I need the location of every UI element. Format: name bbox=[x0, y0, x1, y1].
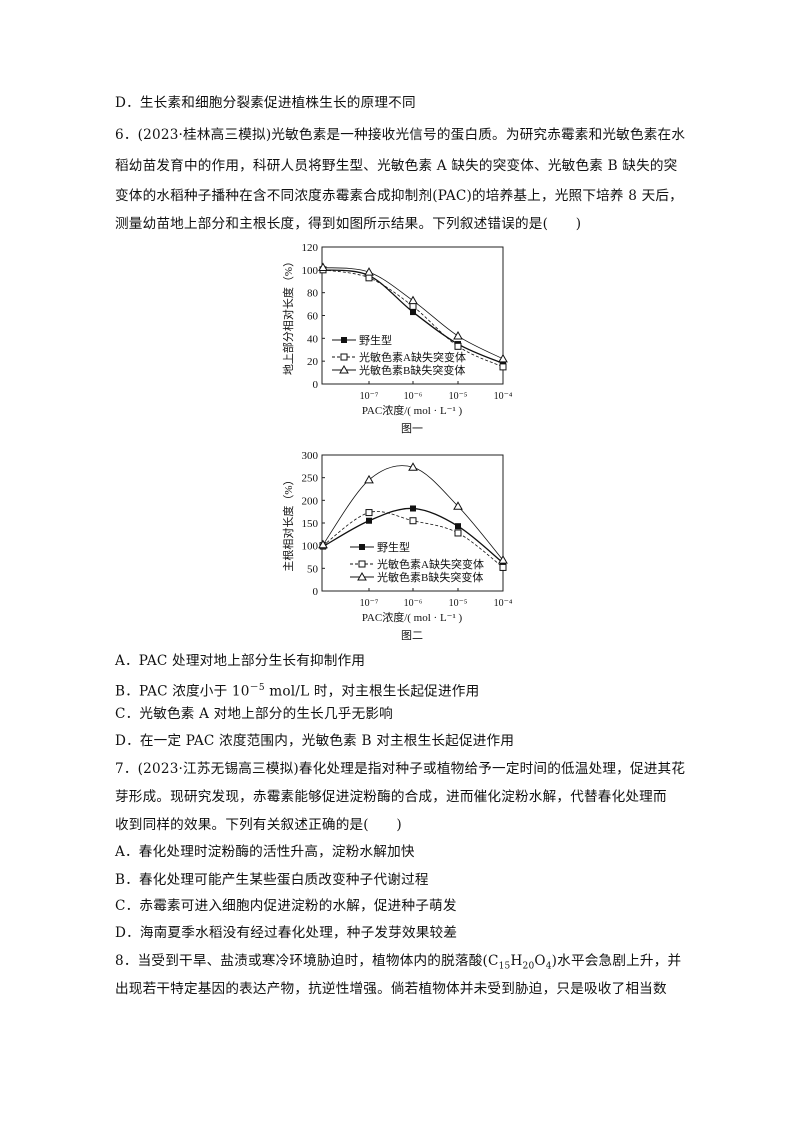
q7-option-b: B．春化处理可能产生某些蛋白质改变种子代谢过程 bbox=[115, 872, 429, 888]
data-point bbox=[499, 563, 507, 571]
data-point bbox=[364, 267, 374, 276]
q6-option-b-text-end: mol/L 时，对主根生长起促进作用 bbox=[264, 683, 480, 700]
x-tick-label: 10⁻⁵ bbox=[449, 598, 468, 609]
q8-text-end: )水平会急剧上升，并 bbox=[551, 953, 682, 969]
data-point bbox=[365, 274, 373, 282]
q8-sub: 4 bbox=[545, 961, 552, 972]
data-point bbox=[366, 517, 372, 524]
data-point bbox=[365, 509, 373, 517]
q7-option-a: A．春化处理时淀粉酶的活性升高，淀粉水解加快 bbox=[115, 844, 415, 860]
x-tick-label: 10⁻⁴ bbox=[494, 598, 513, 609]
q6-option-d: D．在一定 PAC 浓度范围内，光敏色素 B 对主根生长起促进作用 bbox=[115, 733, 515, 749]
series-line bbox=[322, 465, 504, 561]
data-point bbox=[364, 474, 374, 484]
y-tick-label: 300 bbox=[302, 450, 319, 462]
data-point bbox=[498, 353, 508, 363]
data-point bbox=[454, 529, 462, 537]
legend-label: 光敏色素B缺失突变体 bbox=[377, 570, 483, 584]
y-tick-label: 0 bbox=[313, 379, 319, 391]
data-point bbox=[410, 309, 416, 316]
q8-text: 8．当受到干旱、盐渍或寒冷环境胁迫时，植物体内的脱落酸(C bbox=[115, 953, 499, 969]
y-tick-label: 40 bbox=[307, 333, 319, 345]
legend-label: 光敏色素A缺失突变体 bbox=[359, 350, 466, 364]
legend-marker bbox=[341, 337, 347, 343]
figure-caption: 图二 bbox=[401, 629, 423, 640]
q6-stem-line-2: 稻幼苗发育中的作用，科研人员将野生型、光敏色素 A 缺失的突变体、光敏色素 B … bbox=[115, 158, 678, 174]
x-tick-label: 10⁻⁷ bbox=[360, 598, 379, 609]
q6-option-b: B．PAC 浓度小于 10－5 mol/L 时，对主根生长起促进作用 bbox=[115, 679, 479, 701]
x-tick-label: 10⁻⁷ bbox=[360, 391, 379, 402]
y-tick-label: 60 bbox=[307, 311, 319, 323]
q8-h: H bbox=[510, 953, 523, 969]
y-axis-label: 主根相对长度（%） bbox=[281, 474, 295, 571]
q6-option-a: A．PAC 处理对地上部分生长有抑制作用 bbox=[115, 653, 366, 669]
data-point bbox=[498, 555, 508, 564]
x-tick-label: 10⁻⁵ bbox=[449, 391, 468, 402]
data-point bbox=[408, 462, 418, 471]
q6-option-b-exponent: －5 bbox=[249, 683, 265, 693]
q8-sub: 15 bbox=[498, 961, 511, 972]
data-point bbox=[453, 501, 463, 510]
legend-marker bbox=[357, 571, 367, 581]
x-tick-label: 10⁻⁴ bbox=[494, 391, 513, 402]
data-point bbox=[409, 517, 417, 525]
figure-caption: 图一 bbox=[401, 422, 423, 435]
y-tick-label: 150 bbox=[302, 518, 319, 530]
data-point bbox=[318, 539, 328, 549]
y-tick-label: 100 bbox=[302, 265, 319, 277]
y-tick-label: 100 bbox=[302, 541, 319, 553]
series-line bbox=[322, 269, 504, 365]
legend-label: 光敏色素B缺失突变体 bbox=[359, 363, 465, 377]
data-point bbox=[409, 302, 417, 310]
data-point bbox=[455, 523, 461, 530]
q7-stem-line-2: 芽形成。现研究发现，赤霉素能够促进淀粉酶的合成，进而催化淀粉水解，代替春化处理而 bbox=[115, 789, 667, 805]
q7-stem-line-1: 7．(2023·江苏无锡高三模拟)春化处理是指对种子或植物给予一定时间的低温处理… bbox=[115, 761, 686, 777]
y-tick-label: 0 bbox=[313, 586, 319, 598]
q8-stem-line-1: 8．当受到干旱、盐渍或寒冷环境胁迫时，植物体内的脱落酸(C15H20O4)水平会… bbox=[115, 952, 681, 976]
q8-o: O bbox=[534, 953, 546, 969]
legend-marker bbox=[359, 544, 365, 550]
y-tick-label: 120 bbox=[302, 242, 319, 254]
q6-stem-line-3: 变体的水稻种子播种在含不同浓度赤霉素合成抑制剂(PAC)的培养基上，光照下培养 … bbox=[115, 188, 683, 204]
data-point bbox=[454, 342, 462, 350]
x-axis-label: PAC浓度/( mol · L⁻¹ ) bbox=[362, 610, 463, 624]
q6-stem-line-4: 测量幼苗地上部分和主根长度，得到如图所示结果。下列叙述错误的是( ) bbox=[115, 216, 582, 232]
legend-label: 野生型 bbox=[359, 333, 392, 347]
q6-option-c: C．光敏色素 A 对地上部分的生长几乎无影响 bbox=[115, 706, 393, 722]
q7-stem-line-3: 收到同样的效果。下列有关叙述正确的是( ) bbox=[115, 817, 402, 833]
chart-figure-2: 0 50 100 150 200 250 300 10⁻⁷ 10⁻⁶ 10⁻⁵ 10⁻⁴ PAC浓度/… bbox=[281, 450, 513, 640]
q8-sub: 20 bbox=[522, 961, 535, 972]
x-tick-label: 10⁻⁶ bbox=[404, 391, 423, 402]
y-tick-label: 50 bbox=[307, 563, 319, 575]
data-point bbox=[453, 331, 463, 340]
q5-option-d: D．生长素和细胞分裂素促进植株生长的原理不同 bbox=[115, 95, 416, 111]
legend-marker bbox=[340, 353, 348, 361]
q7-option-d: D．海南夏季水稻没有经过春化处理，种子发芽效果较差 bbox=[115, 925, 458, 941]
data-point bbox=[410, 505, 416, 512]
series-line bbox=[322, 269, 504, 368]
y-axis-label: 地上部分相对长度（%） bbox=[281, 256, 295, 375]
data-point bbox=[499, 363, 507, 371]
y-tick-label: 20 bbox=[307, 356, 319, 368]
q6-option-b-text: B．PAC 浓度小于 10 bbox=[115, 683, 250, 700]
data-point bbox=[408, 295, 418, 305]
q6-stem-line-1: 6．(2023·桂林高三模拟)光敏色素是一种接收光信号的蛋白质。为研究赤霉素和光… bbox=[115, 127, 686, 143]
q8-stem-line-2: 出现若干特定基因的表达产物，抗逆性增强。倘若植物体并未受到胁迫，只是吸收了相当数 bbox=[115, 981, 667, 997]
x-tick-label: 10⁻⁶ bbox=[404, 598, 423, 609]
y-tick-label: 200 bbox=[302, 495, 319, 507]
legend-label: 光敏色素A缺失突变体 bbox=[377, 557, 484, 571]
y-tick-label: 250 bbox=[302, 473, 319, 485]
x-axis-label: PAC浓度/( mol · L⁻¹ ) bbox=[362, 403, 463, 417]
legend-marker bbox=[339, 364, 349, 374]
y-tick-label: 80 bbox=[307, 288, 319, 300]
legend-label: 野生型 bbox=[377, 540, 410, 554]
q7-option-c: C．赤霉素可进入细胞内促进淀粉的水解，促进种子萌发 bbox=[115, 898, 457, 914]
chart-figure-1: 0 20 40 60 80 100 120 10⁻⁷ 10⁻⁶ 10⁻⁵ 10⁻⁴ PAC浓度/( m… bbox=[281, 242, 513, 435]
data-point bbox=[318, 262, 328, 272]
series-line bbox=[322, 507, 504, 564]
legend-marker bbox=[358, 560, 366, 568]
